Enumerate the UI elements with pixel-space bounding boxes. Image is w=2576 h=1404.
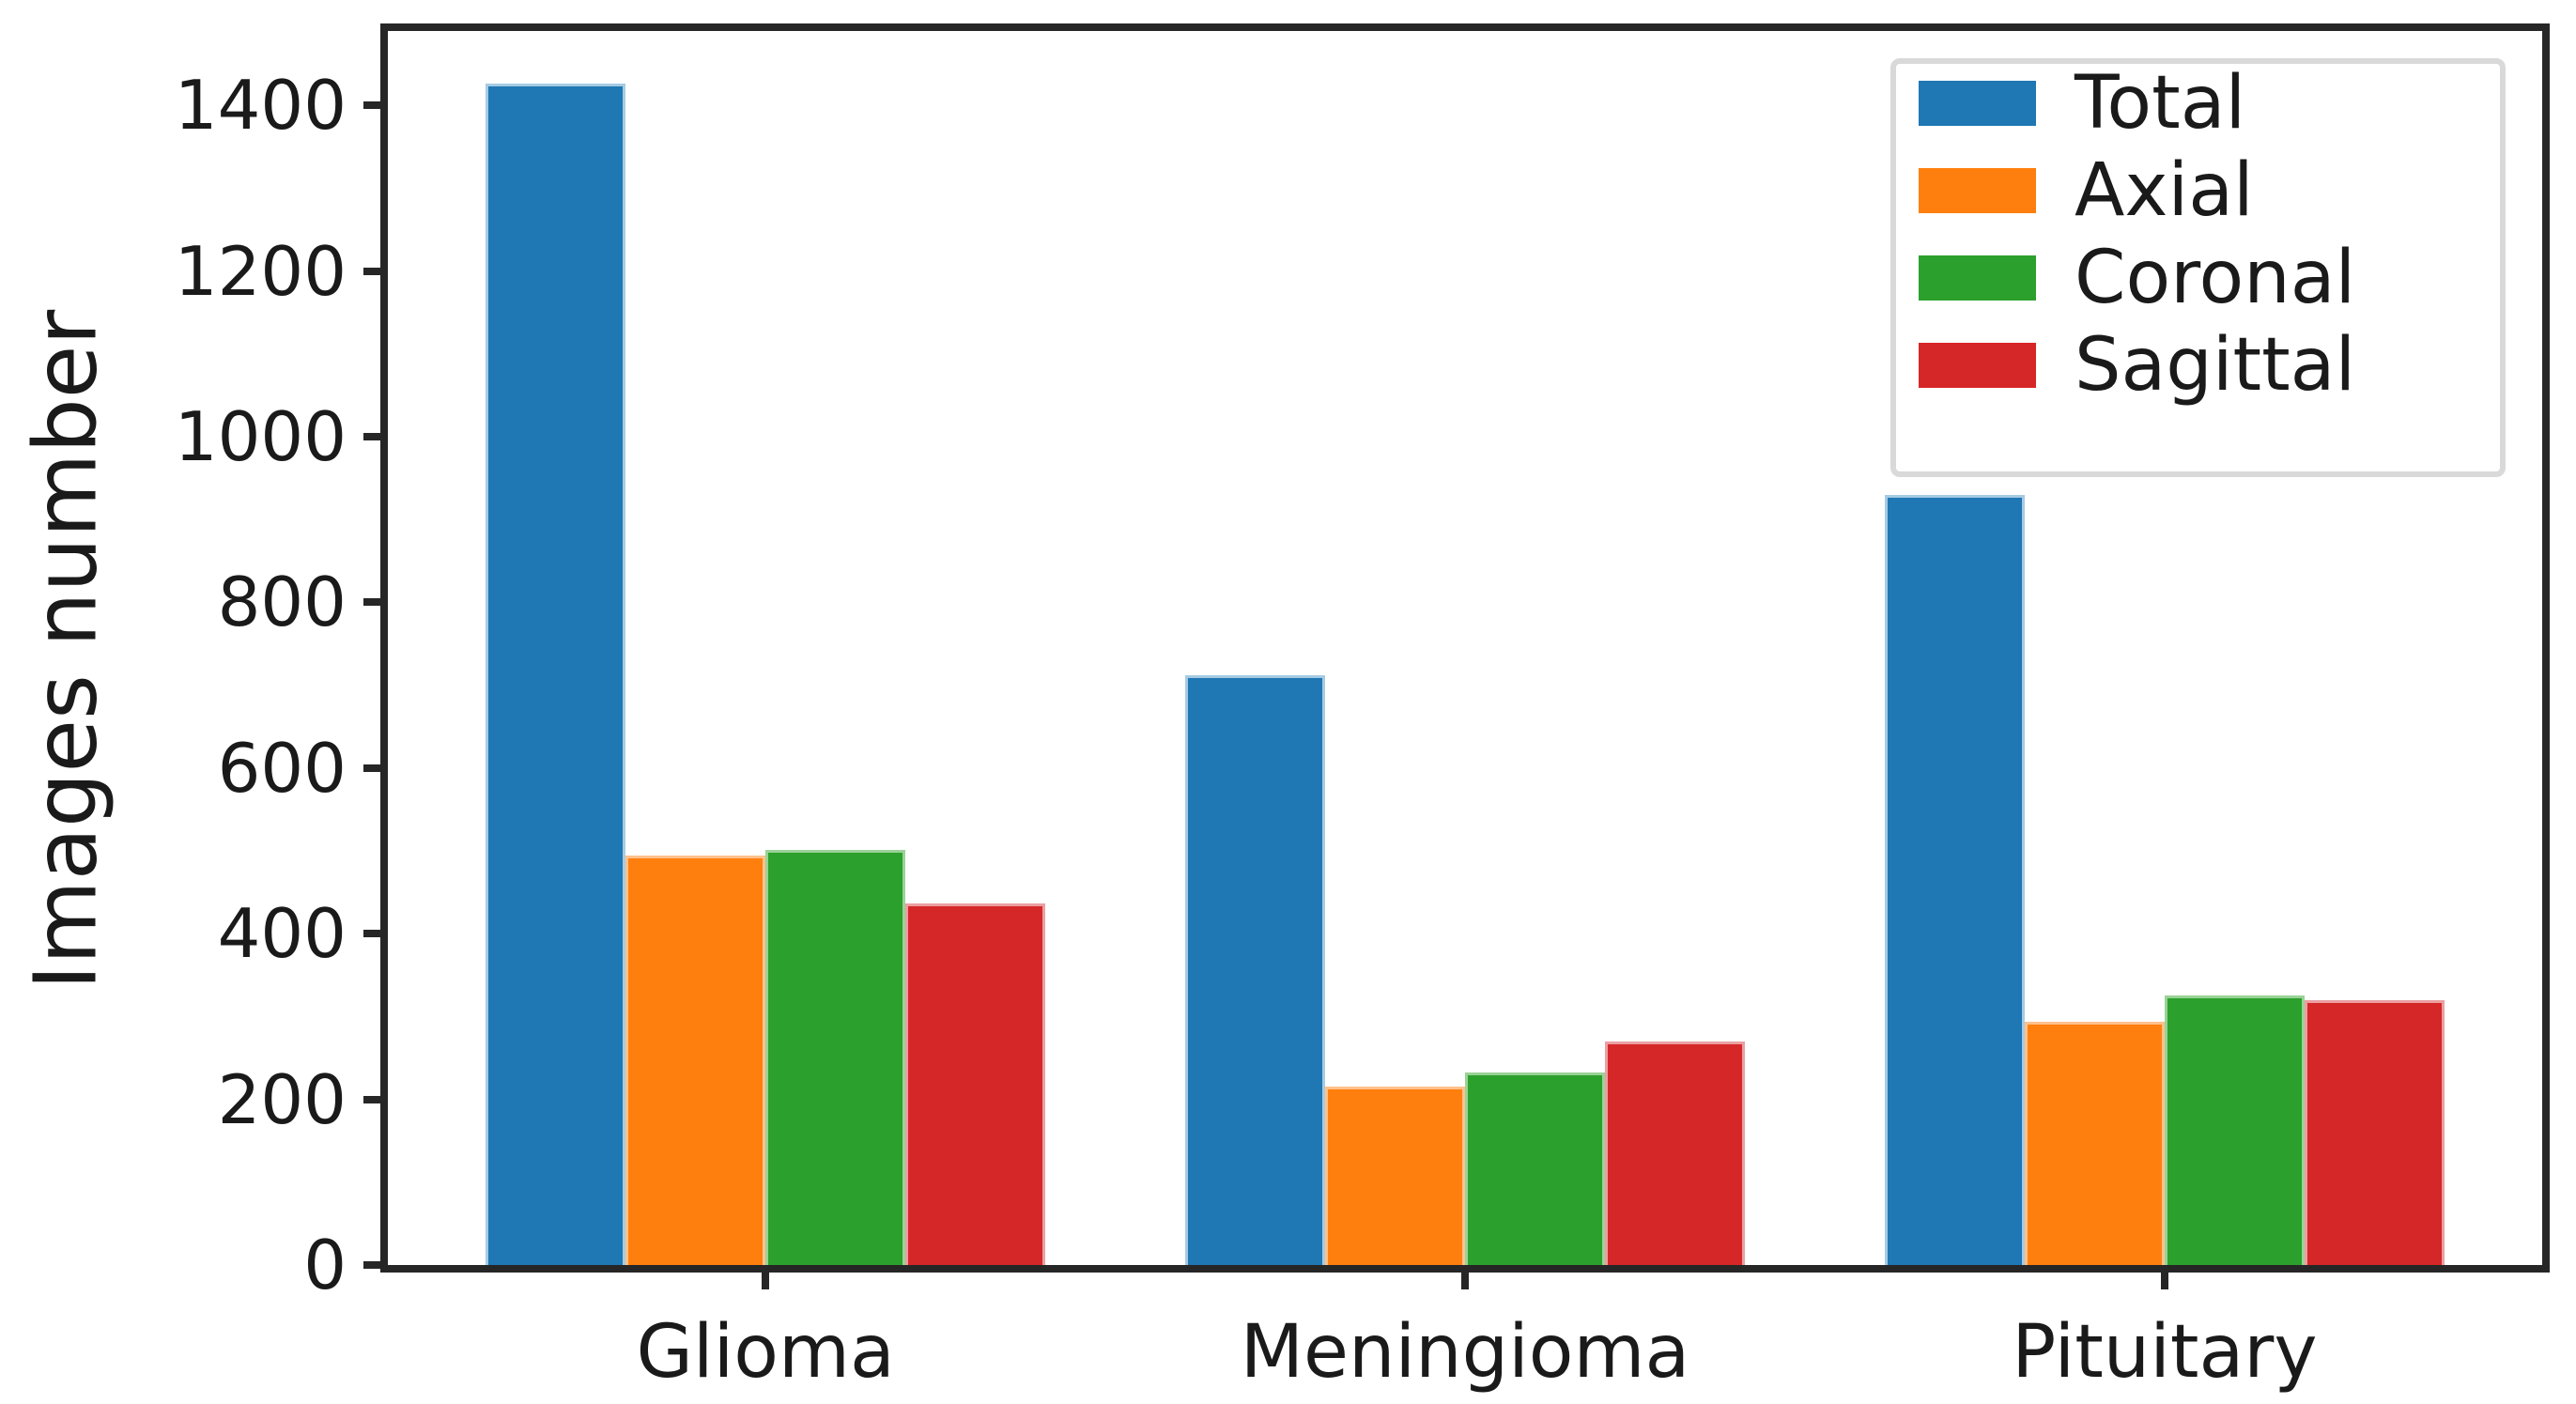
legend-swatch-axial-icon	[1919, 168, 2036, 213]
bar-sagittal-glioma	[905, 903, 1046, 1265]
y-tick-label-200: 200	[217, 1059, 347, 1139]
bar-coronal-pituitary	[2164, 995, 2305, 1265]
bar-sagittal-pituitary	[2304, 999, 2445, 1265]
legend-swatch-coronal-icon	[1919, 255, 2036, 301]
y-tick-label-1400: 1400	[174, 66, 347, 146]
bar-coronal-meningioma	[1465, 1072, 1605, 1265]
y-tick-mark-400	[363, 930, 388, 938]
legend-row-coronal: Coronal	[1896, 236, 2500, 320]
bar-axial-pituitary	[2024, 1021, 2165, 1265]
x-tick-mark-glioma	[762, 1265, 770, 1289]
legend-swatch-total-icon	[1919, 81, 2036, 126]
bar-total-glioma	[486, 84, 626, 1265]
y-tick-label-1000: 1000	[174, 397, 347, 477]
legend-row-axial: Axial	[1896, 148, 2500, 233]
y-tick-label-600: 600	[217, 728, 347, 808]
x-tick-mark-pituitary	[2160, 1265, 2168, 1289]
y-tick-mark-1400	[363, 101, 388, 110]
legend-row-sagittal: Sagittal	[1896, 323, 2500, 408]
bar-total-pituitary	[1884, 494, 2025, 1265]
y-axis-title: Images number	[15, 309, 116, 991]
y-tick-label-400: 400	[217, 894, 347, 974]
bar-axial-meningioma	[1325, 1087, 1465, 1265]
y-tick-mark-1200	[363, 267, 388, 275]
legend-row-total: Total	[1896, 61, 2500, 146]
bar-total-meningioma	[1185, 675, 1325, 1265]
y-tick-mark-200	[363, 1095, 388, 1103]
y-tick-label-0: 0	[303, 1226, 347, 1304]
legend-label-coronal: Coronal	[2075, 236, 2356, 320]
y-tick-mark-1000	[363, 433, 388, 441]
x-tick-label-meningioma: Meningioma	[1240, 1310, 1690, 1395]
y-tick-label-800: 800	[217, 563, 347, 642]
y-tick-mark-800	[363, 598, 388, 607]
bar-axial-glioma	[625, 856, 766, 1265]
x-tick-label-glioma: Glioma	[636, 1310, 895, 1395]
x-tick-mark-meningioma	[1461, 1265, 1469, 1289]
y-tick-mark-0	[363, 1261, 388, 1269]
legend-label-sagittal: Sagittal	[2075, 323, 2356, 408]
legend-label-total: Total	[2075, 61, 2246, 146]
bar-sagittal-meningioma	[1605, 1041, 1745, 1265]
y-tick-mark-600	[363, 764, 388, 772]
legend-label-axial: Axial	[2075, 148, 2254, 233]
legend: Total Axial Coronal Sagittal	[1890, 58, 2506, 477]
y-tick-label-1200: 1200	[174, 231, 347, 311]
bar-coronal-glioma	[765, 850, 906, 1265]
x-tick-label-pituitary: Pituitary	[2012, 1310, 2318, 1395]
legend-swatch-sagittal-icon	[1919, 343, 2036, 388]
